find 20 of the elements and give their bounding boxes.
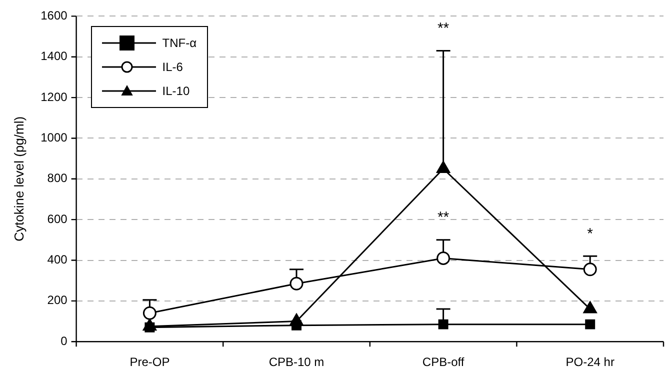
y-tick-label: 1600: [40, 8, 68, 23]
y-tick-label: 1400: [40, 49, 68, 64]
y-tick-label: 0: [60, 334, 68, 348]
y-axis-title: Cytokine level (pg/ml): [11, 116, 26, 242]
x-tick-label: CPB-10 m: [268, 355, 324, 370]
legend-label: IL-10: [162, 84, 190, 98]
y-tick-label: 200: [47, 293, 68, 308]
y-tick-label: 600: [47, 212, 68, 226]
y-tick-label: 1200: [40, 90, 68, 104]
legend-label: TNF-α: [162, 36, 197, 50]
y-tick-label: 400: [47, 252, 68, 267]
x-tick-label: CPB-off: [422, 355, 465, 370]
x-tick-label: PO-24 hr: [566, 355, 614, 370]
legend-label: IL-6: [162, 60, 183, 74]
x-tick-label: Pre-OP: [130, 355, 170, 370]
y-tick-label: 800: [47, 171, 68, 186]
annotation: **: [437, 20, 450, 37]
y-tick-label: 1000: [40, 130, 68, 145]
annotation: **: [437, 209, 450, 226]
annotation: *: [587, 225, 594, 242]
